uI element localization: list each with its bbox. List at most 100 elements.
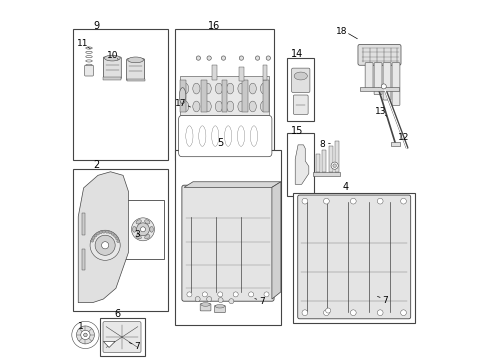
Ellipse shape (193, 83, 200, 94)
Text: 4: 4 (343, 182, 348, 192)
Circle shape (248, 292, 254, 297)
Bar (263, 65, 267, 80)
Bar (103, 77, 122, 80)
Circle shape (377, 198, 383, 204)
FancyBboxPatch shape (103, 57, 122, 79)
Ellipse shape (104, 55, 120, 61)
FancyBboxPatch shape (179, 116, 272, 157)
FancyBboxPatch shape (200, 304, 211, 311)
Circle shape (266, 56, 270, 60)
Circle shape (117, 240, 120, 243)
Bar (180, 76, 270, 116)
Circle shape (97, 232, 99, 235)
Ellipse shape (260, 101, 268, 112)
Bar (175, 149, 281, 325)
Circle shape (302, 198, 308, 204)
Ellipse shape (204, 101, 211, 112)
Circle shape (91, 239, 94, 242)
Text: 6: 6 (115, 309, 121, 319)
Ellipse shape (294, 72, 307, 80)
Text: 14: 14 (291, 49, 303, 59)
Circle shape (76, 326, 95, 344)
Circle shape (131, 218, 154, 241)
Bar (335, 141, 339, 172)
Bar (392, 141, 400, 146)
FancyBboxPatch shape (374, 63, 382, 95)
Circle shape (255, 56, 260, 60)
Circle shape (94, 234, 97, 237)
Circle shape (195, 297, 200, 302)
Bar (73, 30, 168, 160)
FancyBboxPatch shape (358, 44, 401, 65)
Circle shape (326, 308, 331, 313)
Circle shape (233, 292, 238, 297)
Bar (243, 80, 248, 112)
Text: 2: 2 (93, 160, 99, 170)
Circle shape (350, 310, 356, 316)
Ellipse shape (249, 83, 256, 94)
FancyBboxPatch shape (85, 65, 93, 76)
Circle shape (401, 198, 406, 204)
Text: 7: 7 (383, 296, 389, 305)
Ellipse shape (201, 303, 210, 306)
Text: 1: 1 (78, 322, 84, 331)
Circle shape (323, 310, 329, 316)
Circle shape (264, 292, 269, 297)
Circle shape (218, 298, 223, 303)
Circle shape (105, 230, 108, 233)
Ellipse shape (133, 226, 136, 232)
Ellipse shape (238, 101, 245, 112)
Ellipse shape (238, 83, 245, 94)
Text: 11: 11 (77, 39, 89, 48)
FancyBboxPatch shape (294, 95, 308, 114)
Circle shape (401, 310, 406, 316)
Circle shape (137, 223, 149, 236)
Circle shape (381, 84, 386, 89)
Text: 17: 17 (175, 99, 187, 108)
Circle shape (102, 230, 105, 233)
Circle shape (72, 321, 99, 348)
FancyBboxPatch shape (103, 321, 141, 352)
Ellipse shape (215, 83, 222, 94)
Bar (287, 58, 314, 121)
Text: 7: 7 (134, 342, 140, 351)
Bar (126, 78, 145, 81)
Circle shape (221, 56, 225, 60)
FancyBboxPatch shape (292, 68, 310, 93)
Bar (82, 213, 85, 234)
Bar (175, 30, 274, 160)
Circle shape (323, 198, 329, 204)
Ellipse shape (179, 87, 186, 104)
Bar (212, 65, 217, 80)
Circle shape (90, 230, 120, 260)
Circle shape (81, 330, 90, 339)
Bar (287, 134, 314, 196)
Ellipse shape (181, 101, 189, 112)
Circle shape (114, 234, 117, 237)
Text: 5: 5 (217, 139, 223, 148)
Polygon shape (184, 182, 281, 187)
Ellipse shape (260, 83, 268, 94)
Circle shape (377, 310, 383, 316)
Bar (294, 193, 416, 323)
Circle shape (116, 237, 119, 240)
Circle shape (229, 299, 234, 304)
Ellipse shape (150, 226, 153, 232)
FancyBboxPatch shape (392, 63, 400, 105)
Ellipse shape (145, 235, 150, 239)
Circle shape (141, 227, 146, 232)
Bar (201, 80, 207, 112)
FancyBboxPatch shape (383, 63, 391, 100)
Bar (316, 154, 319, 172)
Polygon shape (103, 341, 115, 347)
Text: 9: 9 (93, 21, 99, 31)
Text: 12: 12 (398, 133, 409, 142)
Circle shape (302, 310, 308, 316)
Circle shape (239, 56, 244, 60)
Circle shape (101, 242, 109, 249)
Bar (322, 150, 326, 172)
Bar (180, 80, 186, 112)
FancyBboxPatch shape (126, 59, 145, 81)
FancyBboxPatch shape (215, 306, 225, 313)
Circle shape (108, 231, 111, 234)
